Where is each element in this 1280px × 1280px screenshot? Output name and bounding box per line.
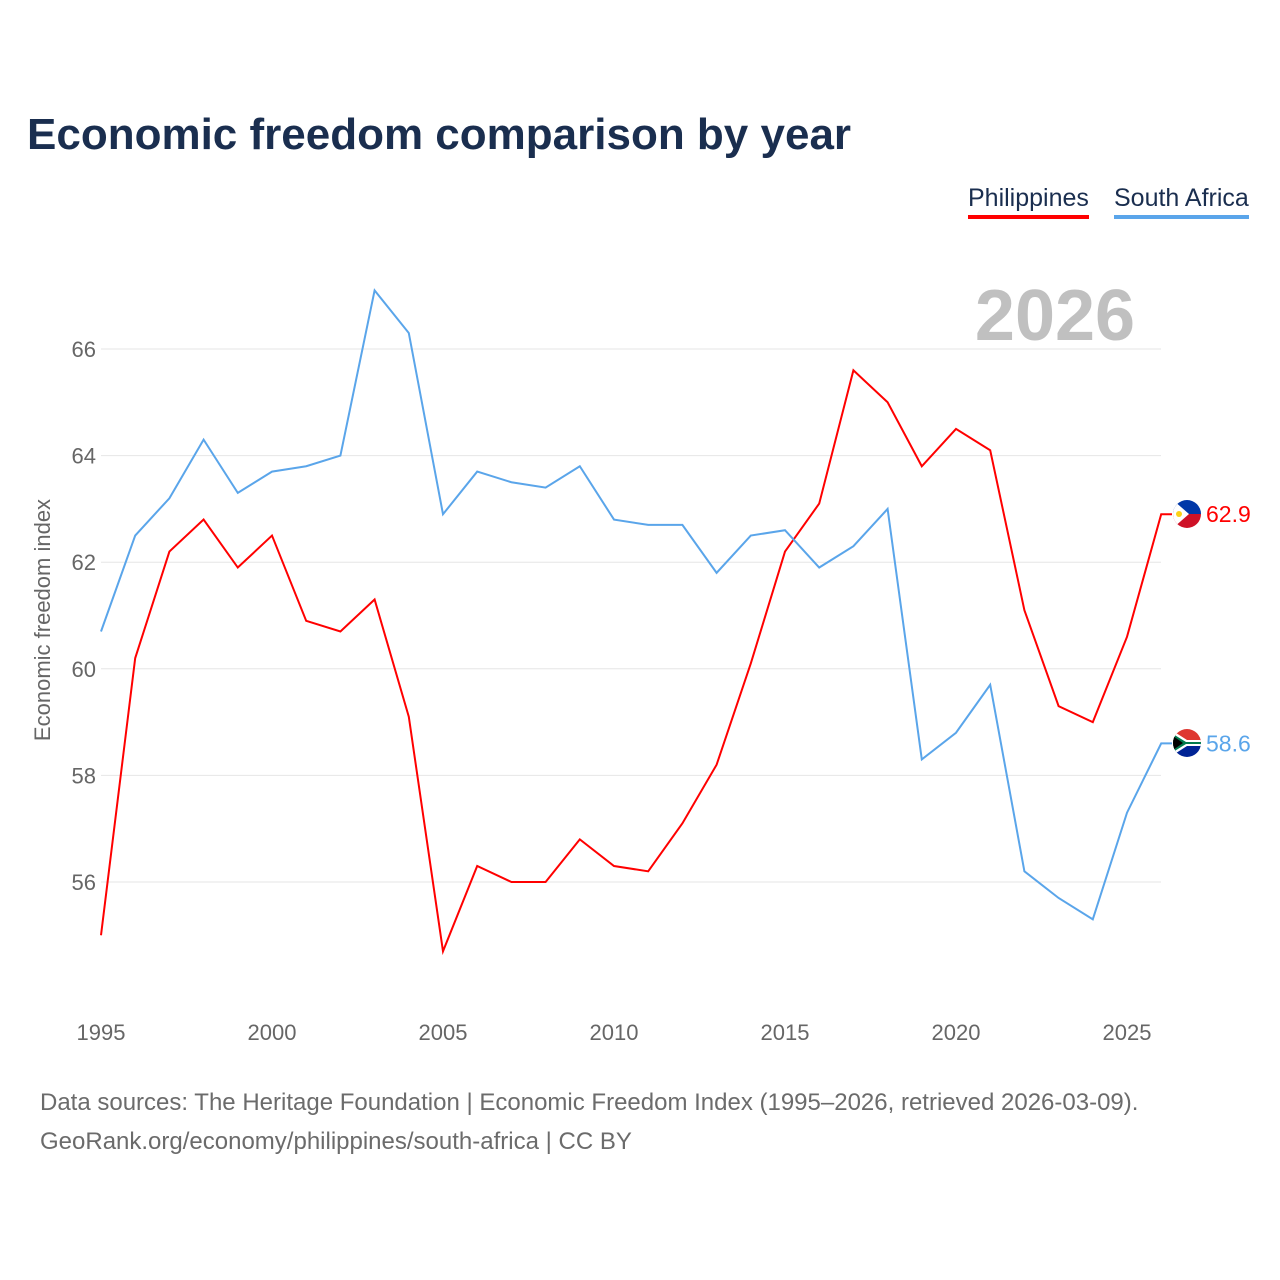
y-tick-label: 56 bbox=[72, 870, 96, 895]
y-axis-label: Economic freedom index bbox=[30, 499, 55, 741]
y-tick-label: 60 bbox=[72, 657, 96, 682]
y-tick-label: 64 bbox=[72, 444, 96, 469]
series-line-south-africa bbox=[100, 288, 1172, 921]
footer-sources: Data sources: The Heritage Foundation | … bbox=[40, 1089, 1139, 1116]
chart-title: Economic freedom comparison by year bbox=[27, 110, 852, 159]
y-tick-label: 58 bbox=[72, 763, 96, 788]
series-line-philippines bbox=[100, 368, 1172, 956]
footer-credit[interactable]: GeoRank.org/economy/philippines/south-af… bbox=[40, 1128, 632, 1155]
x-tick-label: 2005 bbox=[419, 1020, 468, 1045]
x-tick-label: 2010 bbox=[590, 1020, 639, 1045]
y-tick-label: 62 bbox=[72, 550, 96, 575]
legend-philippines[interactable]: Philippines bbox=[968, 184, 1089, 219]
end-value-label: 58.6 bbox=[1206, 730, 1251, 756]
x-tick-label: 2025 bbox=[1103, 1020, 1152, 1045]
x-tick-label: 2000 bbox=[248, 1020, 297, 1045]
south-africa-flag-icon bbox=[1173, 729, 1201, 757]
x-tick-label: 2015 bbox=[761, 1020, 810, 1045]
y-tick-label: 66 bbox=[72, 337, 96, 362]
end-value-label: 62.9 bbox=[1206, 501, 1251, 527]
year-watermark: 2026 bbox=[975, 276, 1135, 356]
x-tick-label: 2020 bbox=[932, 1020, 981, 1045]
x-tick-label: 1995 bbox=[77, 1020, 126, 1045]
legend-south-africa[interactable]: South Africa bbox=[1114, 184, 1249, 219]
philippines-flag-icon bbox=[1173, 500, 1201, 528]
